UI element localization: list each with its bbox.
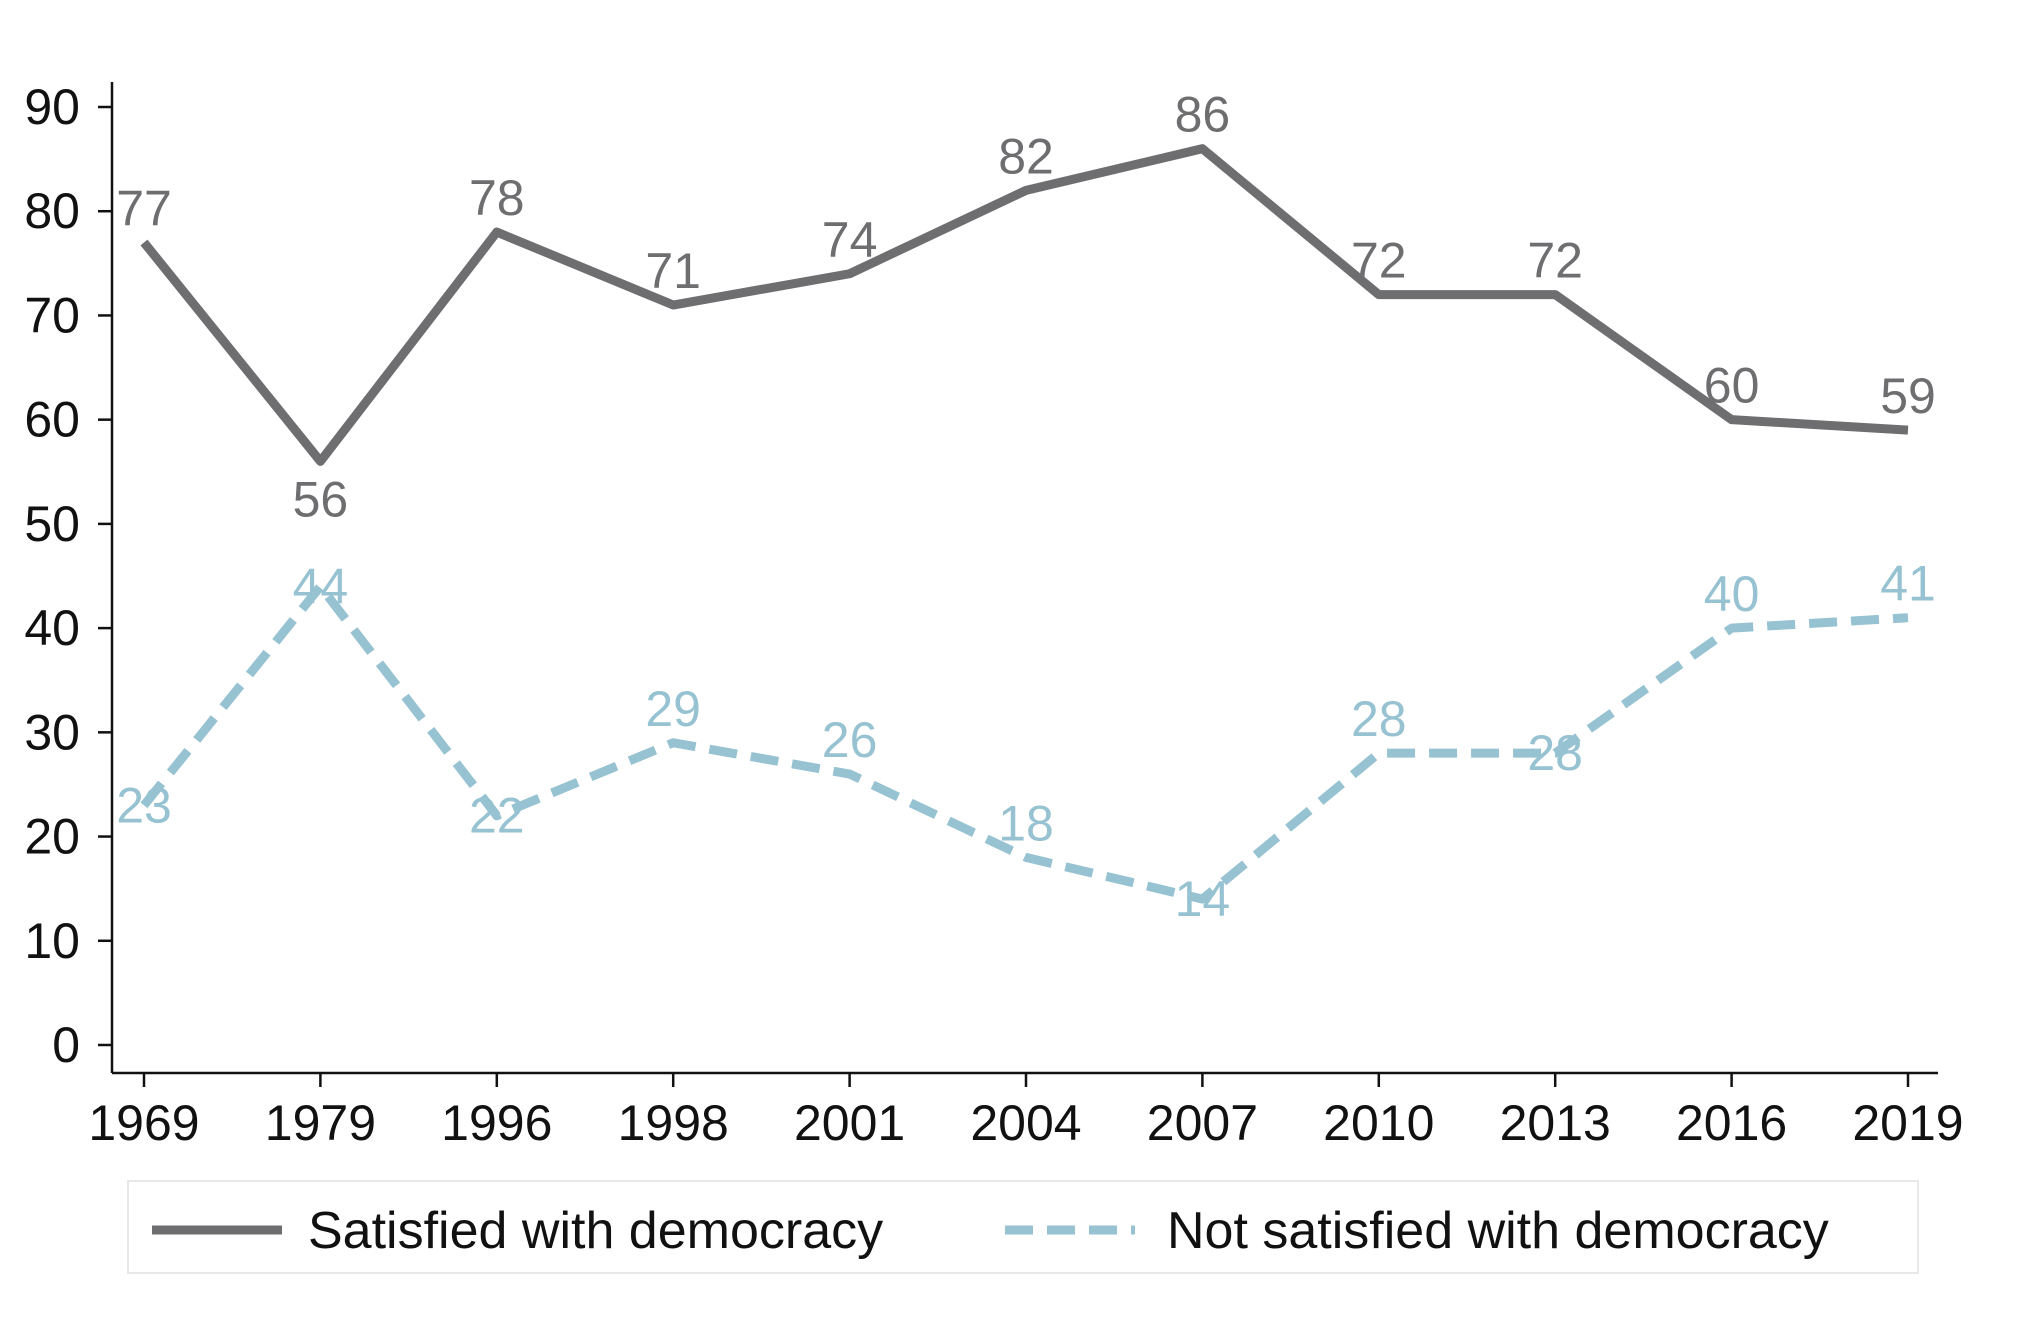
data-label: 23	[116, 777, 172, 833]
data-label: 44	[293, 558, 349, 614]
data-label: 14	[1175, 871, 1231, 927]
x-tick-label: 2010	[1323, 1095, 1434, 1151]
data-label: 56	[293, 471, 349, 527]
y-tick-label: 70	[24, 287, 80, 343]
data-label: 82	[998, 128, 1054, 184]
legend: Satisfied with democracy Not satisfied w…	[127, 1180, 1919, 1274]
data-label: 40	[1704, 566, 1760, 622]
data-label: 59	[1880, 368, 1936, 424]
data-label: 74	[822, 212, 878, 268]
y-tick-label: 20	[24, 809, 80, 865]
x-tick-label: 2016	[1676, 1095, 1787, 1151]
data-label: 72	[1527, 233, 1583, 289]
x-tick-label: 1969	[88, 1095, 199, 1151]
data-label: 71	[645, 243, 701, 299]
x-tick-label: 1998	[618, 1095, 729, 1151]
x-tick-label: 2019	[1852, 1095, 1963, 1151]
data-label: 78	[469, 170, 525, 226]
data-label: 72	[1351, 233, 1407, 289]
data-label: 77	[116, 180, 172, 236]
data-label: 60	[1704, 358, 1760, 414]
y-tick-label: 60	[24, 392, 80, 448]
y-tick-label: 10	[24, 913, 80, 969]
data-labels: 77 56 78 71 74 82 86 72 72 60 59 23 44 22 29 26 18 14 28 28…	[116, 87, 1936, 927]
y-tick-label: 0	[52, 1017, 80, 1073]
x-tick-label: 2001	[794, 1095, 905, 1151]
series-line-not-satisfied	[140, 581, 1909, 904]
legend-label-not-satisfied: Not satisfied with democracy	[1167, 1202, 1829, 1260]
data-label: 22	[469, 788, 525, 844]
y-tick-label: 50	[24, 496, 80, 552]
legend-label-satisfied: Satisfied with democracy	[308, 1202, 883, 1260]
series-lines	[140, 144, 1909, 904]
data-label: 18	[998, 795, 1054, 851]
data-label: 28	[1527, 725, 1583, 781]
y-tick-label: 90	[24, 79, 80, 135]
x-tick-label: 1996	[441, 1095, 552, 1151]
y-tick-label: 80	[24, 183, 80, 239]
data-label: 29	[645, 681, 701, 737]
data-label: 86	[1175, 87, 1231, 143]
axes: 0 10 20 30 40 50 60 70 80 90 1969 1979 1996 1998 2001 2…	[24, 79, 1963, 1151]
data-label: 28	[1351, 691, 1407, 747]
data-label: 26	[822, 712, 878, 768]
data-label: 41	[1880, 556, 1936, 612]
y-tick-label: 40	[24, 600, 80, 656]
y-tick-label: 30	[24, 704, 80, 760]
x-tick-label: 1979	[265, 1095, 376, 1151]
x-tick-label: 2007	[1147, 1095, 1258, 1151]
series-line-satisfied	[140, 144, 1909, 466]
x-tick-label: 2013	[1500, 1095, 1611, 1151]
x-tick-label: 2004	[970, 1095, 1081, 1151]
